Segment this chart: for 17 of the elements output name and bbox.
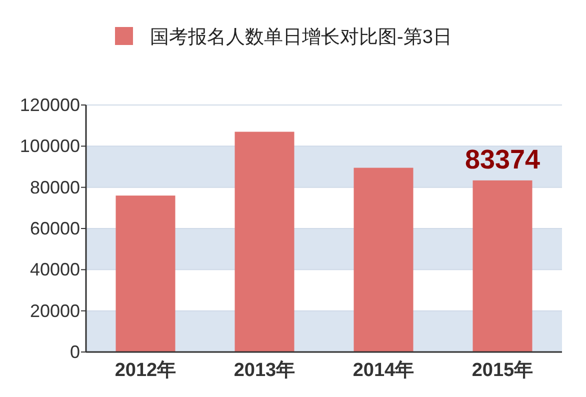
y-tick-label: 40000 xyxy=(30,260,80,280)
data-label: 83374 xyxy=(464,144,540,174)
y-tick-label: 80000 xyxy=(30,177,80,198)
bar xyxy=(354,168,414,352)
x-tick-label: 2014年 xyxy=(352,360,414,381)
y-tick-label: 20000 xyxy=(30,300,80,321)
x-tick-label: 2013年 xyxy=(234,360,296,381)
y-tick-label: 60000 xyxy=(30,218,80,238)
y-tick-label: 100000 xyxy=(20,136,80,156)
bar xyxy=(116,196,176,352)
bar xyxy=(472,180,532,352)
bar xyxy=(234,132,294,352)
y-tick-label: 120000 xyxy=(20,95,80,115)
y-tick-label: 0 xyxy=(70,342,80,362)
x-tick-label: 2015年 xyxy=(472,360,534,381)
legend-label: 国考报名人数单日增长对比图-第3日 xyxy=(150,27,452,48)
x-tick-label: 2012年 xyxy=(114,360,176,381)
